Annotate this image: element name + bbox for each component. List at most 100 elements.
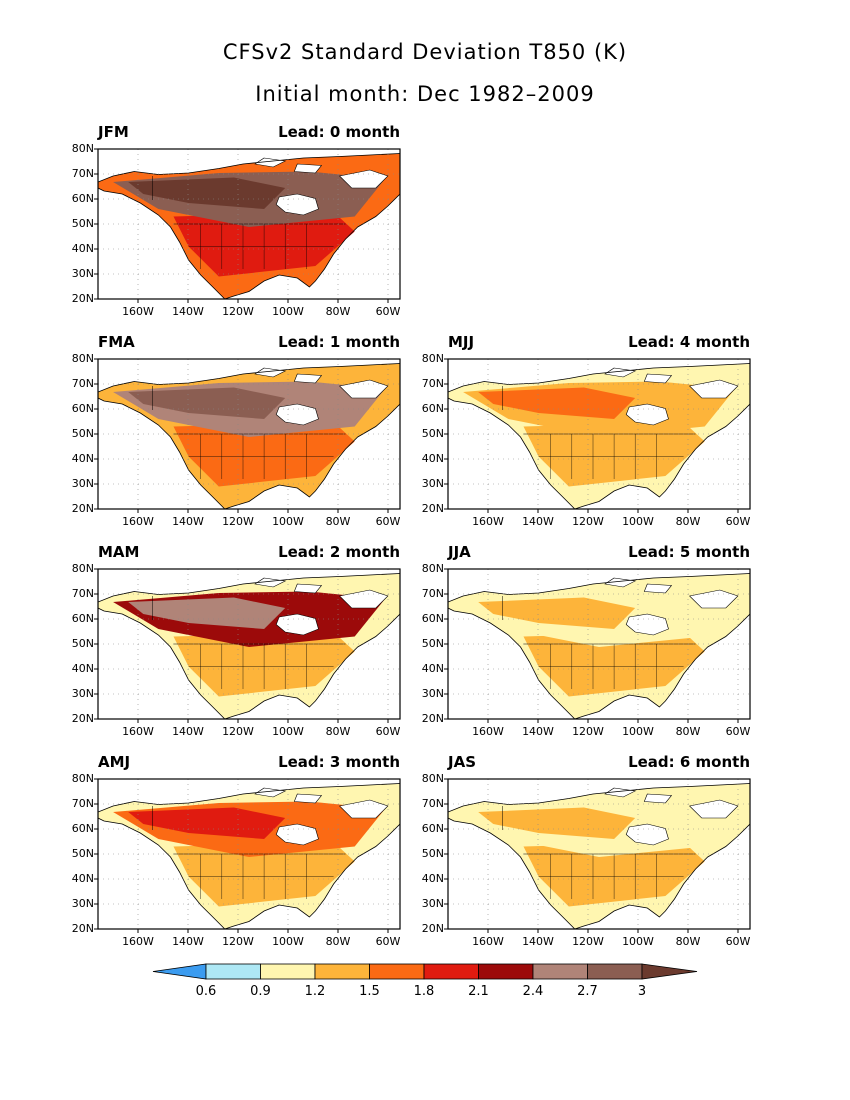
lon-tick-label: 100W xyxy=(622,515,654,528)
lat-tick-label: 70N xyxy=(71,797,94,810)
lat-tick-label: 80N xyxy=(71,562,94,575)
panel-labels-mam: MAM Lead: 2 month 80N 70N 60N 50N 40N 30N 20N 160… xyxy=(72,543,401,739)
season-label: JFM xyxy=(98,123,129,141)
coastline xyxy=(98,783,400,929)
lat-tick-label: 20N xyxy=(71,922,94,935)
coastline xyxy=(98,153,400,299)
panel-labels-amj: AMJ Lead: 3 month 80N 70N 60N 50N 40N 30N 20N 160… xyxy=(72,753,401,949)
map-panel-fma xyxy=(94,358,401,513)
shading-layer xyxy=(98,783,400,929)
map-panel-mam xyxy=(94,568,401,723)
lat-tick-label: 60N xyxy=(71,612,94,625)
panel-labels-jfm: JFM Lead: 0 month 80N 70N 60N 50N 40N 30N 20N 160… xyxy=(72,123,401,319)
lat-tick-label: 40N xyxy=(71,662,94,675)
lat-tick-label: 70N xyxy=(71,167,94,180)
lon-tick-label: 100W xyxy=(622,725,654,738)
figure-subtitle: Initial month: Dec 1982–2009 xyxy=(255,82,595,106)
lon-tick-label: 140W xyxy=(522,935,554,948)
colorbar-segment xyxy=(478,963,534,980)
lat-tick-label: 30N xyxy=(421,897,444,910)
lon-tick-label: 140W xyxy=(172,725,204,738)
lat-tick-label: 60N xyxy=(71,402,94,415)
lon-tick-label: 60W xyxy=(375,305,401,318)
colorbar xyxy=(152,963,698,980)
colorbar-label: 2.4 xyxy=(522,984,544,999)
lon-tick-label: 120W xyxy=(572,515,604,528)
lon-tick-label: 80W xyxy=(325,515,351,528)
lon-tick-label: 160W xyxy=(472,515,504,528)
season-label: FMA xyxy=(98,333,135,351)
lon-tick-label: 160W xyxy=(122,515,154,528)
lon-tick-label: 80W xyxy=(325,305,351,318)
lead-label: Lead: 2 month xyxy=(278,543,400,561)
lon-tick-label: 160W xyxy=(122,935,154,948)
lat-tick-label: 20N xyxy=(71,502,94,515)
lat-tick-label: 30N xyxy=(71,477,94,490)
lat-tick-label: 30N xyxy=(421,687,444,700)
lat-tick-label: 50N xyxy=(71,427,94,440)
lon-tick-label: 60W xyxy=(375,935,401,948)
season-label: JJA xyxy=(448,543,471,561)
lat-tick-label: 60N xyxy=(71,192,94,205)
coastline xyxy=(448,573,750,719)
colorbar-segment xyxy=(205,963,261,980)
lat-tick-label: 40N xyxy=(71,452,94,465)
lat-tick-label: 30N xyxy=(71,897,94,910)
lat-tick-label: 30N xyxy=(71,687,94,700)
lat-tick-label: 30N xyxy=(421,477,444,490)
lat-tick-label: 20N xyxy=(421,502,444,515)
panel-labels-jas: JAS Lead: 6 month 80N 70N 60N 50N 40N 30N 20N 160… xyxy=(422,753,751,949)
lon-tick-label: 120W xyxy=(572,935,604,948)
lat-tick-label: 40N xyxy=(421,452,444,465)
lat-tick-label: 40N xyxy=(71,872,94,885)
lat-tick-label: 40N xyxy=(71,242,94,255)
lead-label: Lead: 0 month xyxy=(278,123,400,141)
lon-tick-label: 160W xyxy=(122,305,154,318)
lat-tick-label: 80N xyxy=(421,562,444,575)
lat-tick-label: 20N xyxy=(421,922,444,935)
lat-tick-label: 30N xyxy=(71,267,94,280)
lat-tick-label: 80N xyxy=(421,772,444,785)
lon-tick-label: 160W xyxy=(472,725,504,738)
colorbar-max-arrow xyxy=(641,963,698,980)
lon-tick-label: 140W xyxy=(522,515,554,528)
lon-tick-label: 160W xyxy=(472,935,504,948)
lat-tick-label: 70N xyxy=(71,377,94,390)
lat-tick-label: 70N xyxy=(71,587,94,600)
lon-tick-label: 160W xyxy=(122,725,154,738)
lat-tick-label: 50N xyxy=(71,847,94,860)
lat-tick-label: 60N xyxy=(421,402,444,415)
colorbar-segment xyxy=(369,963,425,980)
lon-tick-label: 80W xyxy=(675,935,701,948)
colorbar-segment xyxy=(587,963,643,980)
map-panel-mjj xyxy=(444,358,751,513)
colorbar-label: 2.7 xyxy=(577,984,598,999)
colorbar-segment xyxy=(314,963,370,980)
lat-tick-label: 60N xyxy=(71,822,94,835)
lon-tick-label: 120W xyxy=(222,515,254,528)
coastline xyxy=(98,573,400,719)
colorbar-label: 2.1 xyxy=(468,984,489,999)
colorbar-label: 3 xyxy=(637,984,647,999)
lon-tick-label: 100W xyxy=(272,935,304,948)
lon-tick-label: 60W xyxy=(725,515,751,528)
panel-labels-fma: FMA Lead: 1 month 80N 70N 60N 50N 40N 30N 20N 160… xyxy=(72,333,401,529)
lon-tick-label: 140W xyxy=(172,515,204,528)
lat-tick-label: 80N xyxy=(71,352,94,365)
lon-tick-label: 60W xyxy=(725,725,751,738)
colorbar-label: 1.5 xyxy=(359,984,380,999)
lat-tick-label: 40N xyxy=(421,872,444,885)
lead-label: Lead: 5 month xyxy=(628,543,750,561)
coastline xyxy=(448,363,750,509)
lon-tick-label: 120W xyxy=(222,305,254,318)
colorbar-label: 1.8 xyxy=(413,984,435,999)
season-label: MAM xyxy=(98,543,140,561)
lon-tick-label: 60W xyxy=(725,935,751,948)
map-panel-jfm xyxy=(94,148,401,303)
lat-tick-label: 20N xyxy=(71,712,94,725)
lat-tick-label: 50N xyxy=(421,847,444,860)
colorbar-label: 0.6 xyxy=(195,984,217,999)
coastline xyxy=(448,783,750,929)
lon-tick-label: 100W xyxy=(272,515,304,528)
